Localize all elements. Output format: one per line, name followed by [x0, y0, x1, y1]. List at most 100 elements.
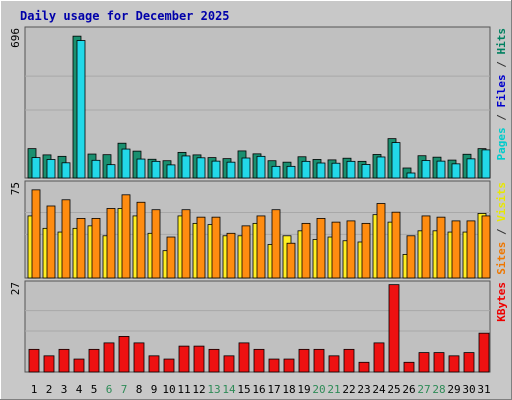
bar-kbytes-day-4	[73, 358, 85, 373]
bar-sites-day-14	[226, 232, 236, 279]
bar-sites-day-13	[211, 216, 221, 279]
kbytes-panel: 27 KBytes	[9, 280, 508, 373]
bar-kbytes-day-25	[388, 284, 400, 373]
bar-kbytes-day-20	[313, 348, 325, 373]
bar-sites-day-25	[391, 211, 401, 279]
x-tick-label-day-11: 11	[177, 383, 190, 396]
bar-sites-day-30	[466, 220, 476, 279]
x-tick-label-day-6: 6	[106, 383, 113, 396]
bar-kbytes-day-28	[433, 352, 445, 373]
bar-kbytes-day-31	[478, 332, 490, 373]
bar-files-day-3	[61, 162, 71, 179]
bar-kbytes-day-6	[103, 342, 115, 373]
bar-sites-day-9	[151, 209, 161, 279]
bar-files-day-23	[361, 164, 371, 179]
kbytes-ymax-label: 27	[9, 282, 22, 295]
x-tick-label-day-17: 17	[267, 383, 280, 396]
bar-sites-day-17	[271, 209, 281, 279]
bar-sites-day-15	[241, 225, 251, 279]
bar-kbytes-day-7	[118, 336, 130, 373]
visits-sites-series-label: Sites / Visits	[495, 182, 508, 275]
bar-kbytes-day-14	[223, 355, 235, 373]
bar-kbytes-day-27	[418, 352, 430, 373]
bar-files-day-11	[181, 155, 191, 179]
chart-title: Daily usage for December 2025	[20, 9, 230, 23]
x-tick-label-day-5: 5	[91, 383, 98, 396]
bar-kbytes-day-3	[58, 348, 70, 373]
bar-files-day-26	[406, 172, 416, 179]
series-label-part: Visits	[495, 182, 508, 222]
bar-sites-day-10	[166, 236, 176, 279]
x-tick-label-day-28: 28	[432, 383, 445, 396]
bar-sites-day-19	[301, 222, 311, 279]
bar-sites-day-20	[316, 218, 326, 279]
x-tick-label-day-31: 31	[477, 383, 490, 396]
bar-files-day-31	[481, 149, 491, 179]
bar-files-day-17	[271, 165, 281, 179]
kbytes-series-kbytes	[28, 284, 490, 373]
bar-kbytes-day-10	[163, 358, 175, 373]
series-label-part: Pages	[495, 127, 508, 160]
series-label-part: /	[495, 55, 508, 75]
bar-files-day-12	[196, 157, 206, 179]
bar-files-day-14	[226, 161, 236, 179]
chart-panels: 696 Pages / Files / Hits 75 Sites / Visits 2…	[9, 26, 508, 373]
x-tick-label-day-13: 13	[207, 383, 220, 396]
bar-sites-day-2	[46, 205, 56, 279]
bar-kbytes-day-1	[28, 348, 40, 373]
bar-sites-day-22	[346, 220, 356, 279]
bar-files-day-6	[106, 164, 116, 179]
bar-files-day-19	[301, 160, 311, 179]
bar-sites-day-18	[286, 242, 296, 279]
bar-files-day-9	[151, 160, 161, 179]
bar-kbytes-day-9	[148, 355, 160, 373]
bar-kbytes-day-2	[43, 355, 55, 373]
series-label-part: KBytes	[495, 282, 508, 322]
bar-sites-day-1	[31, 189, 41, 279]
x-tick-label-day-4: 4	[76, 383, 83, 396]
bar-sites-day-7	[121, 194, 131, 279]
hits-files-series-files	[31, 40, 491, 179]
bar-sites-day-31	[481, 215, 491, 279]
series-label-part: Files	[495, 74, 508, 107]
visits-sites-series-sites	[31, 189, 491, 279]
bar-kbytes-day-30	[463, 352, 475, 373]
bar-files-day-24	[376, 156, 386, 179]
bar-sites-day-3	[61, 199, 71, 279]
hits-files-panel: 696 Pages / Files / Hits	[9, 26, 508, 179]
bar-files-day-13	[211, 160, 221, 179]
x-tick-label-day-27: 27	[417, 383, 430, 396]
x-tick-label-day-2: 2	[46, 383, 53, 396]
hits-files-ymax-label: 696	[9, 28, 22, 48]
bar-kbytes-day-24	[373, 342, 385, 373]
bar-sites-day-27	[421, 215, 431, 279]
bar-kbytes-day-13	[208, 348, 220, 373]
bar-files-day-1	[31, 157, 41, 179]
bar-files-day-27	[421, 160, 431, 179]
x-tick-label-day-25: 25	[387, 383, 400, 396]
x-tick-label-day-10: 10	[162, 383, 175, 396]
bar-files-day-2	[46, 159, 56, 179]
bar-kbytes-day-22	[343, 348, 355, 373]
x-tick-label-day-16: 16	[252, 383, 265, 396]
x-tick-label-day-18: 18	[282, 383, 295, 396]
bar-files-day-29	[451, 163, 461, 179]
bar-files-day-5	[91, 159, 101, 179]
bar-files-day-4	[76, 40, 86, 179]
bar-kbytes-day-26	[403, 361, 415, 373]
bar-sites-day-4	[76, 218, 86, 279]
visits-sites-ymax-label: 75	[9, 182, 22, 195]
x-tick-label-day-26: 26	[402, 383, 415, 396]
x-tick-label-day-29: 29	[447, 383, 460, 396]
x-tick-label-day-30: 30	[462, 383, 475, 396]
bar-sites-day-23	[361, 222, 371, 279]
bar-files-day-25	[391, 142, 401, 179]
bar-files-day-22	[346, 160, 356, 179]
bar-kbytes-day-29	[448, 355, 460, 373]
bar-sites-day-28	[436, 216, 446, 279]
bar-kbytes-day-15	[238, 342, 250, 373]
x-tick-label-day-8: 8	[136, 383, 143, 396]
series-label-part: Sites	[495, 242, 508, 275]
bar-sites-day-16	[256, 215, 266, 279]
x-tick-label-day-21: 21	[327, 383, 340, 396]
